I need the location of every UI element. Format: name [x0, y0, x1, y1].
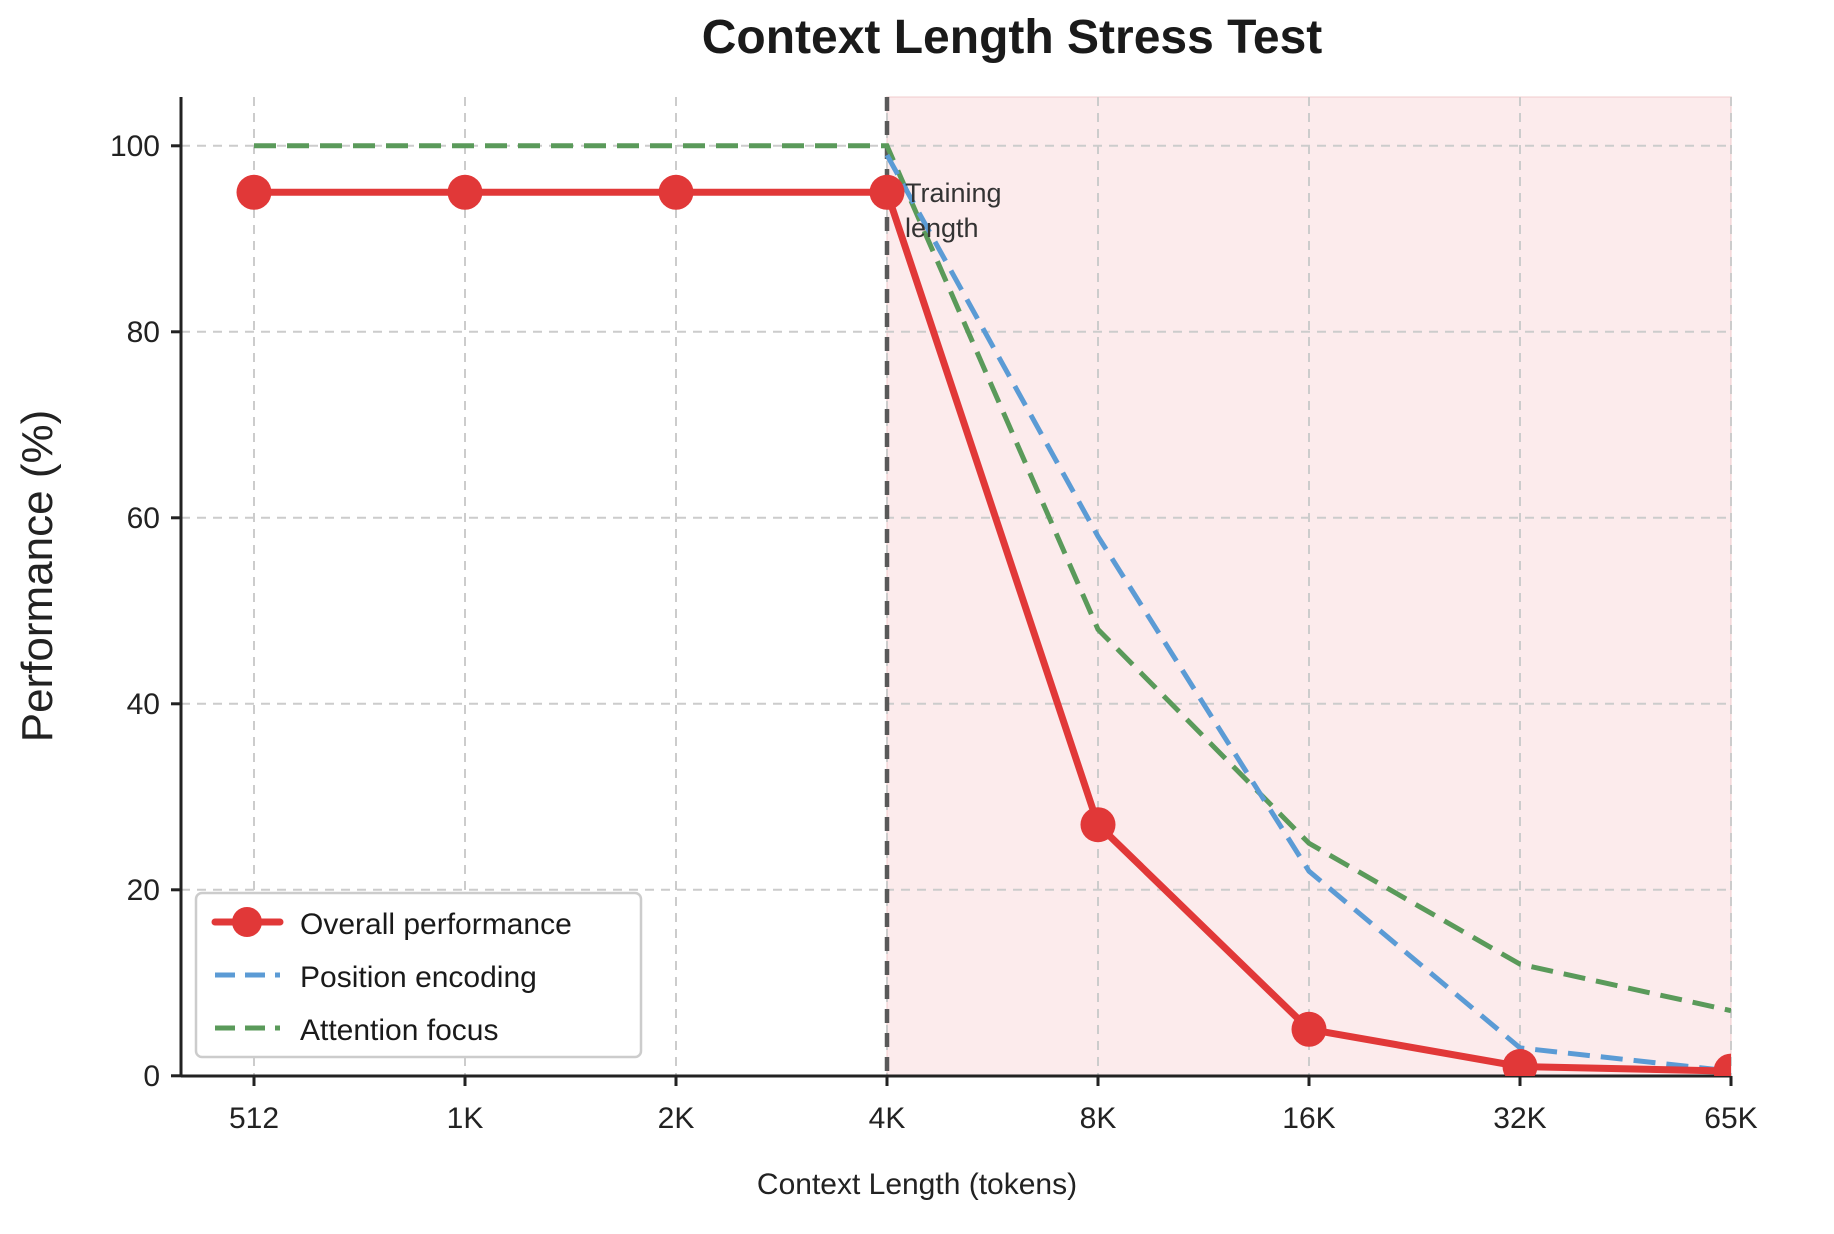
svg-text:40: 40 [127, 688, 160, 721]
svg-text:Attention focus: Attention focus [300, 1014, 498, 1047]
svg-text:0: 0 [143, 1060, 160, 1093]
svg-text:20: 20 [127, 874, 160, 907]
svg-text:length: length [905, 213, 979, 243]
svg-text:512: 512 [229, 1102, 279, 1135]
svg-text:100: 100 [110, 130, 160, 163]
svg-text:60: 60 [127, 502, 160, 535]
svg-text:Position encoding: Position encoding [300, 961, 537, 994]
svg-text:80: 80 [127, 316, 160, 349]
svg-text:65K: 65K [1704, 1102, 1757, 1135]
svg-text:Overall performance: Overall performance [300, 908, 572, 941]
svg-text:2K: 2K [658, 1102, 695, 1135]
svg-text:4K: 4K [869, 1102, 906, 1135]
svg-text:16K: 16K [1282, 1102, 1335, 1135]
svg-text:Training: Training [905, 178, 1002, 208]
svg-text:32K: 32K [1493, 1102, 1546, 1135]
svg-text:8K: 8K [1080, 1102, 1117, 1135]
svg-text:1K: 1K [447, 1102, 484, 1135]
